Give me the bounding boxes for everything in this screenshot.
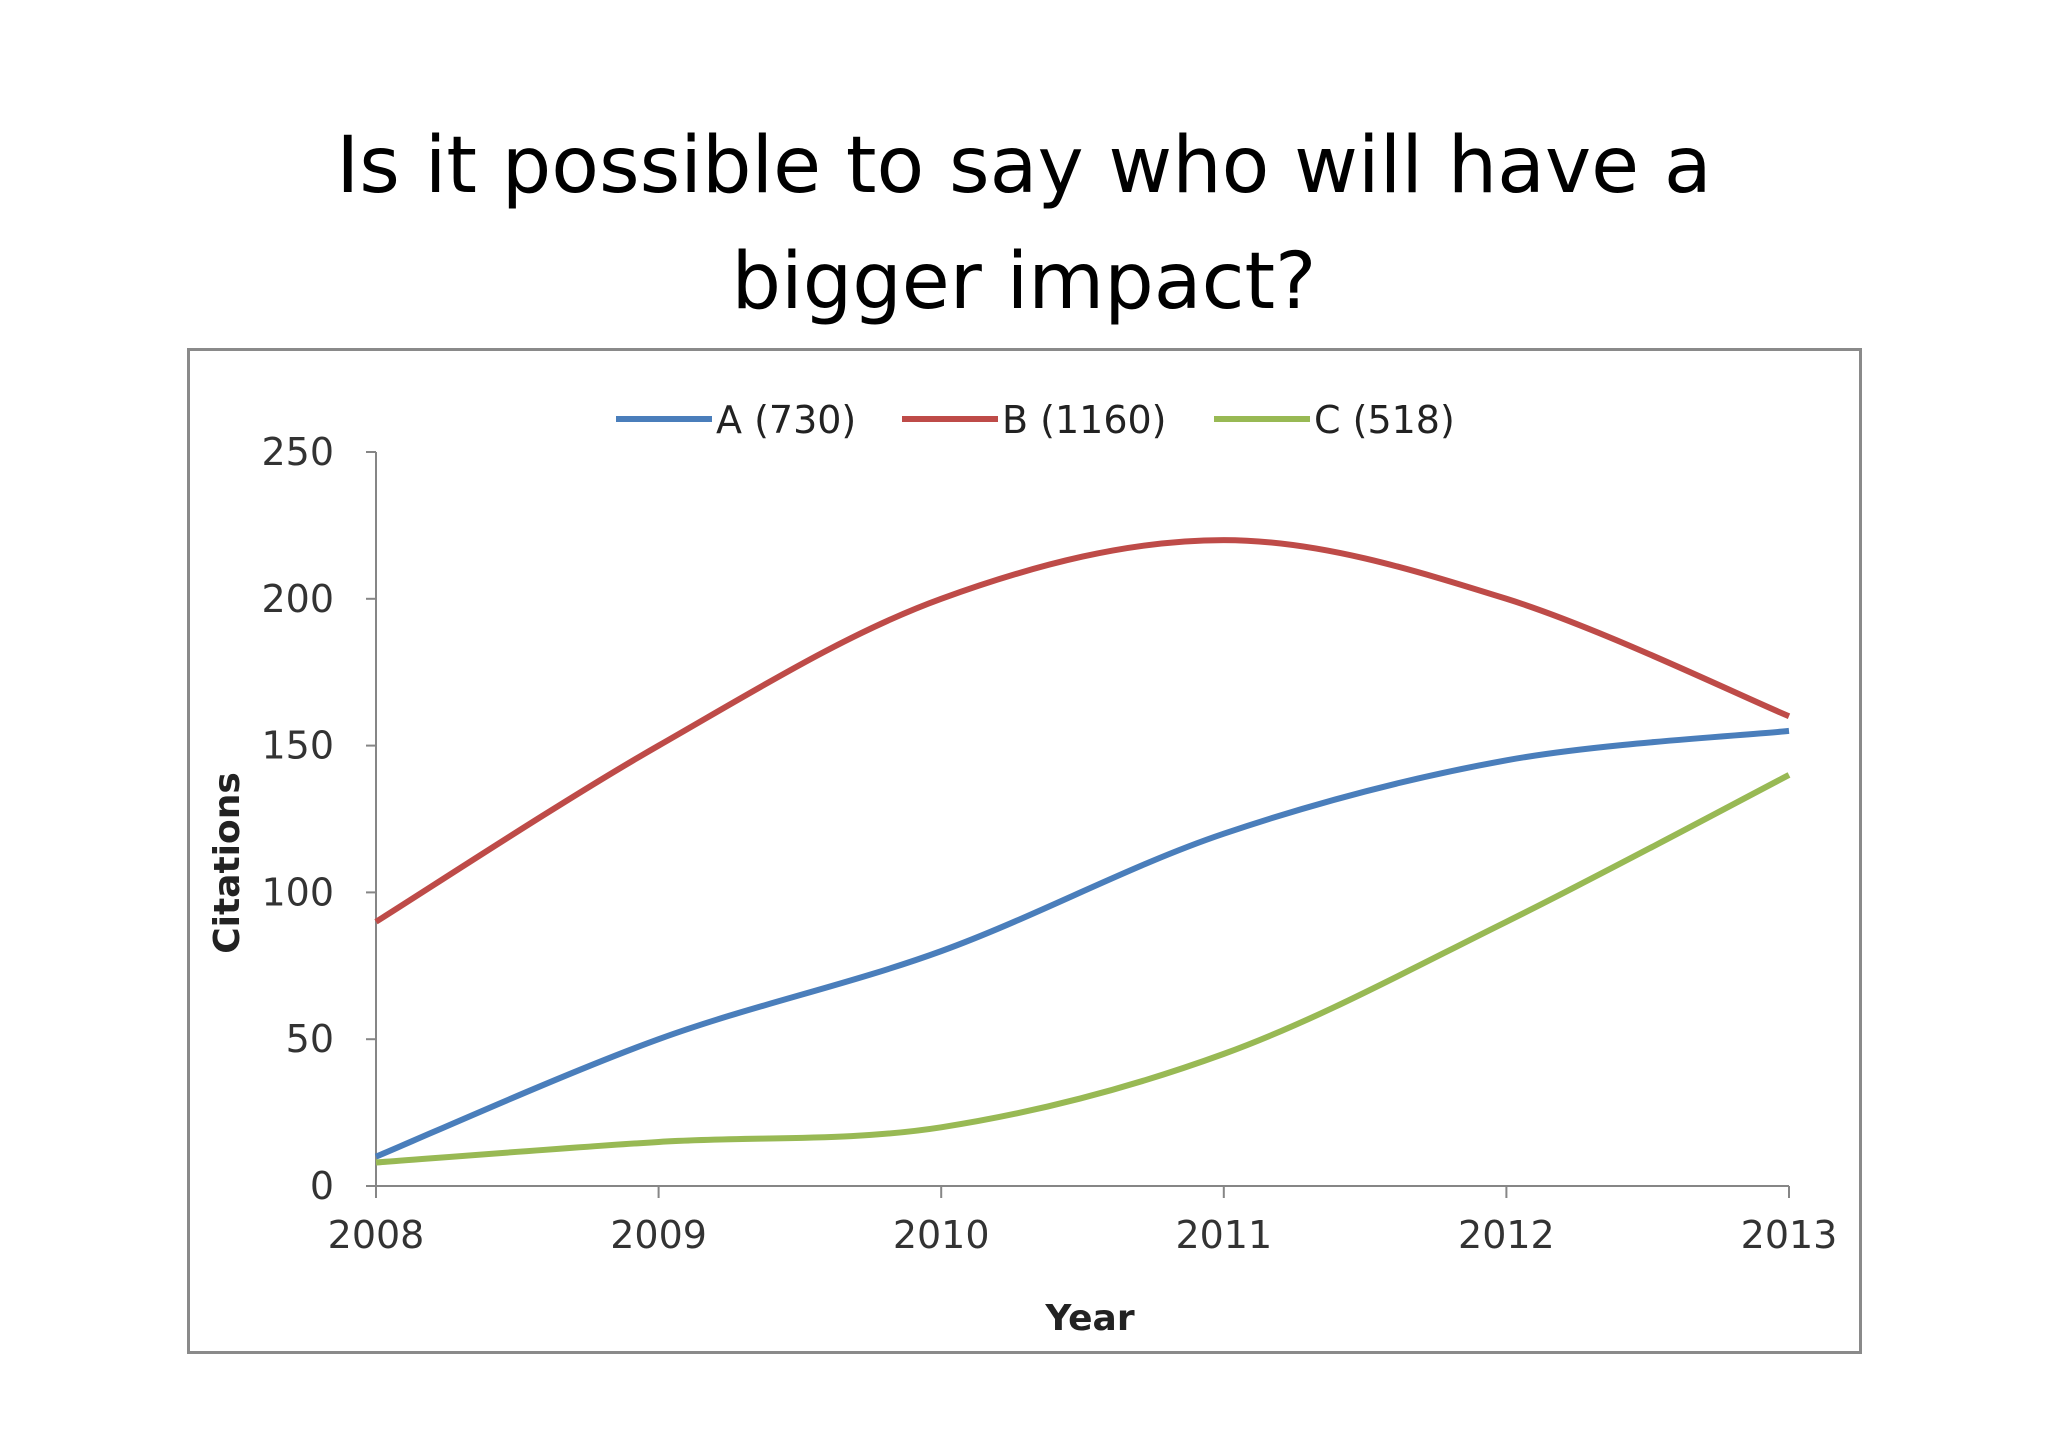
legend-label-1: A (730) xyxy=(716,398,856,442)
y-tick-label: 150 xyxy=(261,724,334,768)
series-lines xyxy=(374,537,1791,1166)
y-tick-label: 100 xyxy=(261,870,334,914)
x-axis-title: Year xyxy=(1044,1298,1134,1339)
slide-title: Is it possible to say who will have a bi… xyxy=(224,108,1824,340)
slide-title-line-2: bigger impact? xyxy=(731,237,1317,327)
legend-label-2: B (1160) xyxy=(1002,398,1167,442)
y-axis-ticks: 0 50 100 150 200 250 xyxy=(261,430,376,1208)
x-tick-label: 2009 xyxy=(610,1213,707,1257)
y-tick-label: 50 xyxy=(286,1017,334,1061)
series-line-1 xyxy=(374,727,1790,1160)
x-tick-label: 2011 xyxy=(1175,1213,1272,1257)
x-tick-label: 2012 xyxy=(1458,1213,1555,1257)
series-line-3 xyxy=(375,772,1791,1166)
x-tick-label: 2013 xyxy=(1741,1213,1838,1257)
slide-title-line-1: Is it possible to say who will have a xyxy=(336,121,1712,211)
x-axis-ticks: 2008 2009 2010 2011 2012 2013 xyxy=(328,1186,1838,1257)
chart-legend: A (730) B (1160) C (518) xyxy=(616,398,1455,442)
x-tick-label: 2008 xyxy=(328,1213,425,1257)
y-tick-label: 200 xyxy=(261,577,334,621)
series-line-2 xyxy=(374,537,1791,925)
y-tick-label: 250 xyxy=(261,430,334,474)
chart-frame xyxy=(187,348,1862,1354)
x-tick-label: 2010 xyxy=(893,1213,990,1257)
legend-label-3: C (518) xyxy=(1314,398,1455,442)
y-axis-title: Citations xyxy=(207,772,248,954)
y-tick-label: 0 xyxy=(310,1164,334,1208)
